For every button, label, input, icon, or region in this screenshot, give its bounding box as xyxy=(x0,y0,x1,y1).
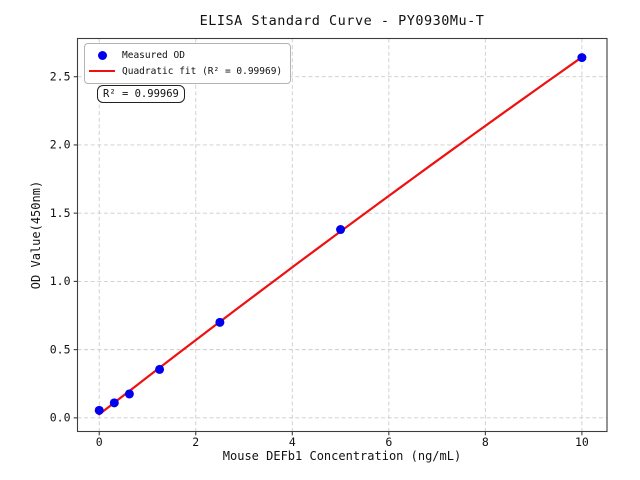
legend-marker-cell xyxy=(89,69,115,73)
legend-label: Quadratic fit (R² = 0.99969) xyxy=(122,65,283,77)
y-tick-label: 1.5 xyxy=(50,206,71,220)
chart-title: ELISA Standard Curve - PY0930Mu-T xyxy=(199,13,485,29)
legend: Measured OD Quadratic fit (R² = 0.99969) xyxy=(84,43,292,84)
data-point xyxy=(124,389,134,399)
y-tick-label: 1.0 xyxy=(50,274,71,288)
data-point xyxy=(155,364,165,374)
data-point xyxy=(94,405,104,415)
axes-spines xyxy=(76,37,608,433)
r-squared-annotation: R² = 0.99969 xyxy=(97,85,185,103)
legend-entry-quadratic-fit: Quadratic fit (R² = 0.99969) xyxy=(89,63,282,79)
data-point xyxy=(215,317,225,327)
data-point xyxy=(577,53,587,63)
x-tick-label: 8 xyxy=(482,435,489,449)
x-tick-label: 0 xyxy=(96,435,103,449)
y-axis-label: OD Value(450nm) xyxy=(29,180,43,290)
legend-entry-measured-od: Measured OD xyxy=(89,47,282,63)
data-point xyxy=(109,398,119,408)
legend-label: Measured OD xyxy=(122,49,185,61)
x-tick-label: 6 xyxy=(385,435,392,449)
scatter-dot-icon xyxy=(97,50,107,60)
legend-marker-cell xyxy=(89,50,115,60)
y-tick-label: 0.0 xyxy=(50,411,71,425)
fit-line-icon xyxy=(89,69,115,73)
x-axis-label: Mouse DEFb1 Concentration (ng/mL) xyxy=(222,449,462,463)
quadratic-fit-line xyxy=(98,56,583,416)
x-tick-label: 10 xyxy=(575,435,589,449)
x-tick-label: 2 xyxy=(192,435,199,449)
y-tick-label: 2.0 xyxy=(50,138,71,152)
y-tick-label: 0.5 xyxy=(50,342,71,356)
x-tick-label: 4 xyxy=(289,435,296,449)
data-point xyxy=(336,225,346,235)
y-tick-label: 2.5 xyxy=(50,70,71,84)
